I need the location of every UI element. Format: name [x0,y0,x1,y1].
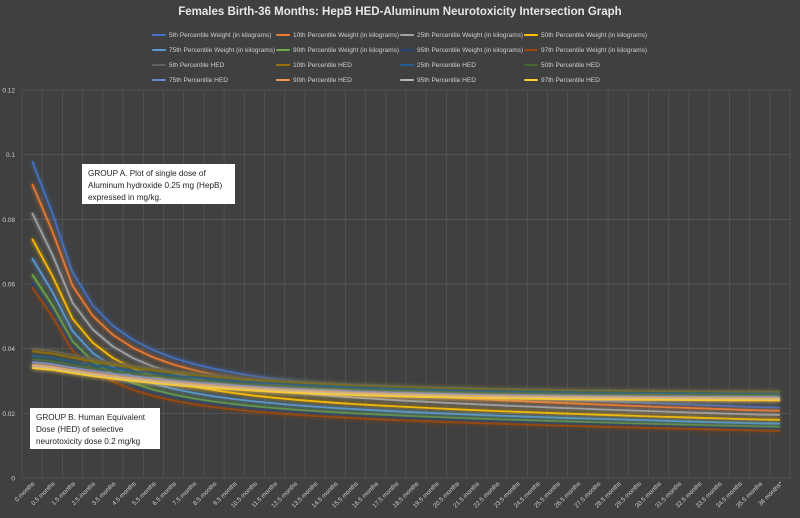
legend-swatch [400,49,414,51]
y-tick-label: 0 [11,476,15,483]
legend-swatch [276,79,290,81]
legend-label: 25th Percentile Weight (in kilograms) [417,31,524,39]
legend-label: 95th Percentile Weight (in kilograms) [417,46,524,54]
y-tick-label: 0.12 [2,88,15,95]
series-line-12 [32,361,780,399]
legend-label: 50th Percentile Weight (in kilograms) [541,31,648,39]
legend-swatch [152,34,166,36]
legend-item: 50th Percentile Weight (in kilograms) [524,30,648,40]
legend-label: 50th Percentile HED [541,61,600,69]
legend-swatch [152,64,166,66]
legend-item: 95th Percentile HED [400,75,524,85]
series-line-7 [31,286,780,432]
series-line-10 [32,354,780,395]
legend-swatch [524,34,538,36]
legend-label: 10th Percentile Weight (in kilograms) [293,31,400,39]
legend-swatch [152,79,166,81]
y-tick-label: 0.06 [2,282,15,289]
legend-item: 10th Percentile HED [276,60,400,70]
series-line-6 [31,281,780,430]
legend-label: 90th Percentile Weight (in kilograms) [293,46,400,54]
legend-item: 97th Percentile Weight (in kilograms) [524,45,648,55]
legend-label: 5th Percentile HED [169,61,225,69]
series-line-14 [32,365,780,401]
legend-label: 97th Percentile Weight (in kilograms) [541,46,648,54]
legend-label: 95th Percentile HED [417,76,476,84]
legend-item: 50th Percentile HED [524,60,648,70]
legend-swatch [276,49,290,51]
series-line-15 [32,367,780,402]
legend-item: 90th Percentile Weight (in kilograms) [276,45,400,55]
legend-item: 75th Percentile Weight (in kilograms) [152,45,276,55]
y-tick-label: 0.04 [2,346,15,353]
legend-label: 25th Percentile HED [417,61,476,69]
legend-swatch [400,34,414,36]
chart-title: Females Birth-36 Months: HepB HED-Alumin… [178,6,622,18]
y-tick-label: 0.08 [2,217,15,224]
legend-item: 25th Percentile Weight (in kilograms) [400,30,524,40]
legend-item: 10th Percentile Weight (in kilograms) [276,30,400,40]
legend-item: 95th Percentile Weight (in kilograms) [400,45,524,55]
legend-label: 90th Percentile HED [293,76,352,84]
legend-label: 5th Percentile Weight (in kilograms) [169,31,272,39]
legend-swatch [276,34,290,36]
series-line-11 [32,358,780,397]
legend-item: 75th Percentile HED [152,75,276,85]
legend: 5th Percentile Weight (in kilograms) 10th… [152,30,652,85]
annotation-group-b: GROUP B. Human Equivalent Dose (HED) of … [30,408,160,449]
annotation-group-a: GROUP A. Plot of single dose of Aluminum… [82,164,235,204]
legend-swatch [524,79,538,81]
legend-swatch [400,64,414,66]
y-tick-label: 0.02 [2,411,15,418]
legend-item: 5th Percentile Weight (in kilograms) [152,30,276,40]
series-line-9 [32,350,780,394]
series-line-5 [31,273,780,428]
legend-swatch [524,49,538,51]
legend-label: 10th Percentile HED [293,61,352,69]
legend-item: 5th Percentile HED [152,60,276,70]
legend-label: 75th Percentile Weight (in kilograms) [169,46,276,54]
legend-item: 97th Percentile HED [524,75,648,85]
series-line-13 [32,363,780,400]
legend-swatch [152,49,166,51]
series-line-8 [31,347,780,393]
legend-swatch [276,64,290,66]
legend-swatch [524,64,538,66]
legend-item: 25th Percentile HED [400,60,524,70]
legend-swatch [400,79,414,81]
y-tick-label: 0.1 [6,152,15,159]
series-line-4 [31,257,780,425]
legend-label: 75th Percentile HED [169,76,228,84]
legend-label: 97th Percentile HED [541,76,600,84]
series-line-2 [31,212,780,416]
legend-item: 90th Percentile HED [276,75,400,85]
series-line-3 [31,238,780,421]
